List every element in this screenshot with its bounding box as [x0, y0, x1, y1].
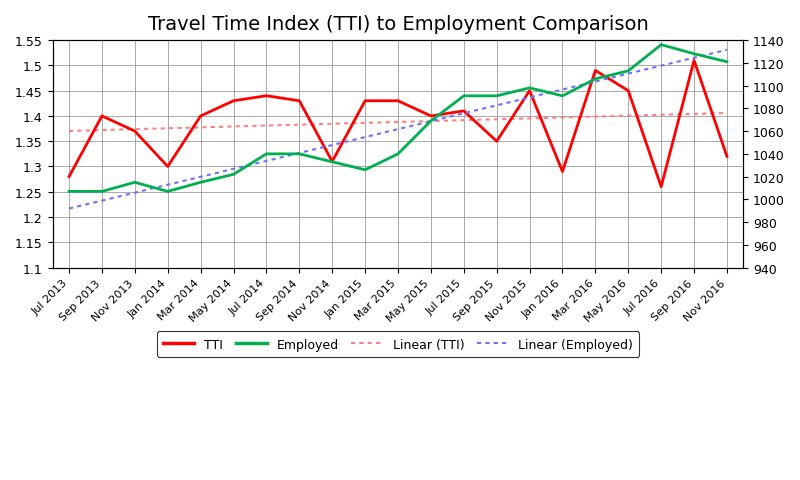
Title: Travel Time Index (TTI) to Employment Comparison: Travel Time Index (TTI) to Employment Co… [148, 15, 648, 34]
Legend: TTI, Employed, Linear (TTI), Linear (Employed): TTI, Employed, Linear (TTI), Linear (Emp… [157, 332, 639, 357]
